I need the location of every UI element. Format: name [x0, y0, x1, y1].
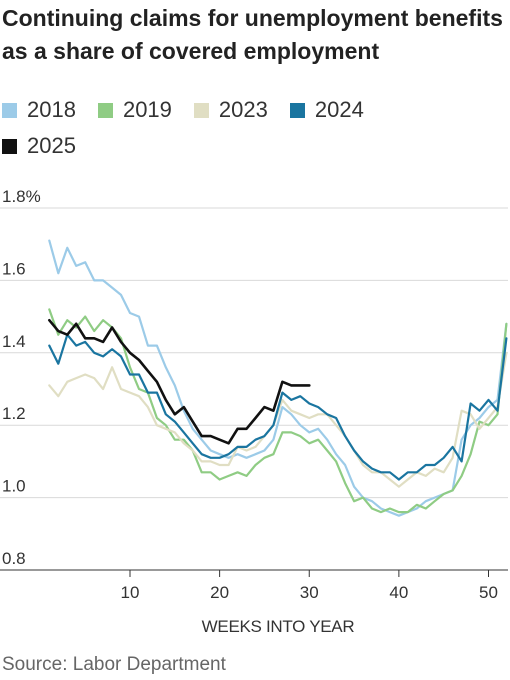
legend-label-2024: 2024	[314, 97, 364, 122]
line-chart: 0.8 1.0 1.2 1.4 1.6 1.8% 10 20 30 40 50 WEEKS INT…	[0, 187, 508, 636]
legend-swatch-2023	[193, 102, 209, 118]
legend-swatch-2025	[2, 138, 17, 154]
legend-swatch-2024	[289, 102, 305, 118]
series-lines	[47, 239, 508, 517]
legend-item-2023: 2023	[193, 97, 268, 123]
legend-swatch-2019	[97, 102, 113, 118]
legend-label-2023: 2023	[218, 97, 268, 122]
series-line-2019	[48, 308, 508, 514]
legend-item-2025: 2025	[2, 133, 76, 159]
series-line-2025	[47, 318, 311, 445]
y-tick-label-1.0: 1.0	[2, 477, 26, 496]
y-tick-label-1.2: 1.2	[2, 404, 26, 423]
x-tick-label-40: 40	[389, 583, 408, 602]
legend-row-2: 2025	[2, 128, 502, 164]
series-line-2024	[48, 333, 508, 481]
legend-item-2024: 2024	[289, 97, 364, 123]
series-line-2018	[48, 239, 508, 517]
y-tick-label-0.8: 0.8	[2, 549, 26, 568]
legend-row-1: 2018 2019 2023 2024	[2, 92, 502, 128]
x-axis: 10 20 30 40 50	[0, 569, 508, 602]
y-tick-label-1.4: 1.4	[2, 332, 26, 351]
legend-item-2018: 2018	[2, 97, 76, 123]
legend: 2018 2019 2023 2024 2025	[2, 92, 502, 164]
y-axis-tick-labels: 0.8 1.0 1.2 1.4 1.6 1.8%	[2, 187, 41, 568]
legend-label-2018: 2018	[27, 97, 76, 122]
y-tick-label-1.8: 1.8%	[2, 187, 41, 206]
legend-label-2025: 2025	[27, 133, 76, 158]
legend-label-2019: 2019	[122, 97, 172, 122]
x-tick-label-10: 10	[121, 583, 140, 602]
x-tick-label-30: 30	[300, 583, 319, 602]
x-tick-label-20: 20	[210, 583, 229, 602]
chart-title: Continuing claims for unemployment benef…	[2, 5, 503, 64]
x-axis-label: WEEKS INTO YEAR	[202, 617, 355, 636]
gridlines	[0, 207, 508, 499]
source-note: Source: Labor Department	[2, 654, 226, 675]
x-tick-label-50: 50	[479, 583, 498, 602]
legend-swatch-2018	[2, 102, 17, 118]
legend-item-2019: 2019	[97, 97, 172, 123]
y-tick-label-1.6: 1.6	[2, 259, 26, 278]
